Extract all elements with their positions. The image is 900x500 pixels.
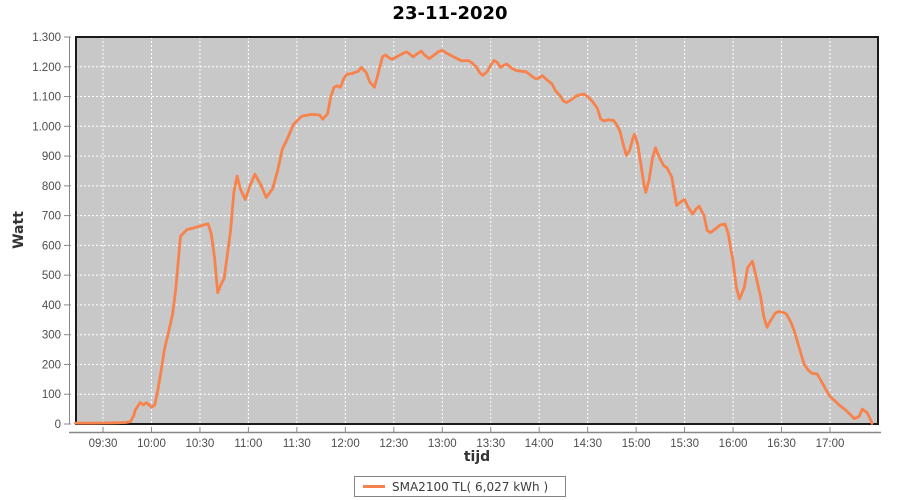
x-tick-label: 10:00 xyxy=(137,438,166,450)
y-tick-label: 300 xyxy=(42,330,61,342)
y-tick-label: 1.300 xyxy=(32,32,61,44)
y-tick-label: 200 xyxy=(42,359,61,371)
x-tick-label: 11:00 xyxy=(234,438,262,450)
x-tick-label: 09:30 xyxy=(89,438,118,450)
y-tick-label: 600 xyxy=(42,240,61,252)
x-axis-title: tijd xyxy=(463,449,491,465)
plot-border xyxy=(75,36,879,425)
y-tick-label: 800 xyxy=(42,181,61,193)
y-tick-label: 700 xyxy=(42,211,61,223)
y-tick-label: 100 xyxy=(42,389,61,401)
legend-label: SMA2100 TL( 6,027 kWh ) xyxy=(392,479,549,494)
y-tick-label: 0 xyxy=(55,419,61,431)
y-tick-label: 1.100 xyxy=(32,92,61,104)
legend: SMA2100 TL( 6,027 kWh ) xyxy=(354,476,566,497)
x-tick-label: 15:30 xyxy=(670,438,699,450)
y-tick-label: 1.000 xyxy=(32,121,61,133)
x-tick-label: 16:00 xyxy=(719,438,748,450)
x-tick-label: 14:30 xyxy=(573,438,602,450)
x-tick-label: 12:30 xyxy=(379,438,408,450)
x-tick-label: 11:30 xyxy=(283,438,311,450)
plot-background xyxy=(76,37,878,424)
x-tick-label: 12:00 xyxy=(331,438,360,450)
y-tick-label: 1.200 xyxy=(32,62,61,74)
plot-area: 0 100 200 300 400 500 600 700 800 900 1.000 1.100 1.… xyxy=(32,32,881,450)
x-tick-label: 13:30 xyxy=(476,438,505,450)
y-tick-label: 900 xyxy=(42,151,61,163)
y-tick-label: 500 xyxy=(42,270,61,282)
x-tick-label: 16:30 xyxy=(767,438,796,450)
x-tick-label: 13:00 xyxy=(428,438,457,450)
x-tick-label: 17:00 xyxy=(816,438,845,450)
chart-title: 23-11-2020 xyxy=(392,3,508,24)
y-tick-label: 400 xyxy=(42,300,61,312)
x-tick-label: 10:30 xyxy=(186,438,215,450)
x-tick-label: 14:00 xyxy=(525,438,554,450)
x-tick-label: 15:00 xyxy=(622,438,651,450)
series-line-swatch xyxy=(363,485,385,488)
series-line xyxy=(74,49,874,425)
